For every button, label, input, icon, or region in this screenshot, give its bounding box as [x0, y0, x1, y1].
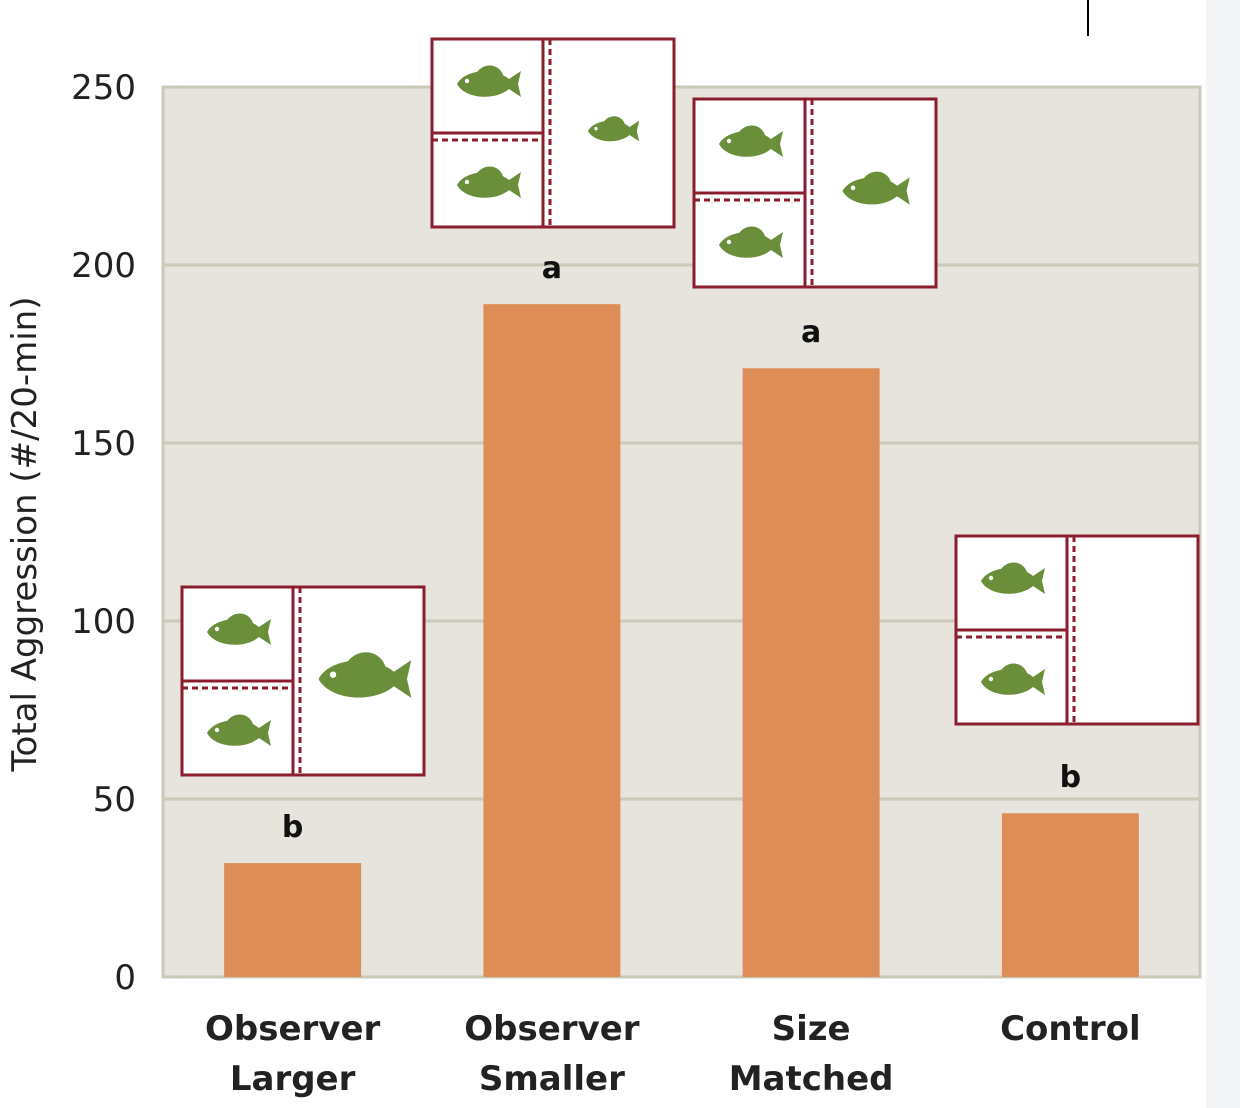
fish-fin: [739, 226, 765, 236]
significance-label: a: [542, 251, 562, 286]
x-tick-label: Smaller: [479, 1059, 625, 1099]
fish-body: [981, 568, 1045, 594]
y-tick-label: 100: [71, 602, 136, 642]
fish-fin: [863, 171, 891, 182]
significance-label: a: [801, 315, 821, 350]
fish-eye: [464, 179, 470, 185]
fish-eye: [214, 727, 220, 733]
fish-body: [842, 177, 910, 205]
fish-fin: [1001, 663, 1027, 673]
side-strip: [1206, 0, 1240, 1108]
fish-icon: [318, 652, 412, 698]
x-tick-label: Observer: [464, 1009, 640, 1049]
x-tick-label: Size: [772, 1009, 851, 1049]
inset-control: [954, 534, 1200, 726]
fish-icon: [981, 663, 1045, 695]
fish-eye: [726, 239, 732, 245]
fish-icon: [207, 613, 271, 645]
bar: [224, 863, 362, 977]
fish-eye: [594, 126, 598, 131]
fish-eye: [214, 626, 220, 632]
y-tick-label: 250: [71, 68, 136, 108]
bar: [742, 368, 880, 977]
fish-eye: [850, 185, 856, 191]
bars: [224, 304, 1139, 977]
y-tick-label: 150: [71, 424, 136, 464]
x-axis-labels: Observer Larger Observer Smaller Size Matched…: [205, 1009, 1141, 1099]
fish-fin: [347, 652, 386, 666]
fish-body: [719, 232, 783, 258]
x-tick-label: Larger: [230, 1059, 356, 1099]
fish-eye: [464, 78, 470, 84]
fish-body: [981, 669, 1045, 695]
significance-label: b: [1060, 760, 1081, 795]
fish-body: [719, 131, 783, 157]
fish-icon: [207, 714, 271, 746]
y-axis-ticks: 0 50 100 150 200 250: [71, 68, 136, 998]
x-tick-label: Observer: [205, 1009, 381, 1049]
fish-fin: [1001, 562, 1027, 572]
significance-label: b: [282, 810, 303, 845]
x-tick-label: Matched: [729, 1059, 894, 1099]
condition-insets: [180, 37, 1200, 777]
fish-icon: [457, 65, 521, 97]
fish-eye: [726, 138, 732, 144]
x-tick-label: Control: [1000, 1009, 1141, 1049]
fish-eye: [988, 575, 994, 581]
fish-fin: [227, 613, 253, 623]
inset-observer-smaller: [430, 37, 676, 229]
fish-icon: [719, 226, 783, 258]
y-tick-label: 50: [93, 780, 136, 820]
fish-icon: [457, 166, 521, 198]
bar: [483, 304, 621, 977]
fish-fin: [604, 116, 625, 124]
fish-fin: [477, 166, 503, 176]
fish-fin: [739, 125, 765, 135]
fish-fin: [477, 65, 503, 75]
fish-body: [207, 720, 271, 746]
bar: [1001, 813, 1139, 977]
fish-fin: [227, 714, 253, 724]
fish-icon: [588, 116, 640, 142]
fish-body: [588, 120, 640, 142]
fish-eye: [988, 676, 994, 682]
y-tick-label: 200: [71, 246, 136, 286]
inset-size-matched: [692, 97, 938, 289]
fish-body: [318, 660, 412, 698]
fish-icon: [842, 171, 910, 205]
fish-body: [457, 172, 521, 198]
fish-body: [457, 71, 521, 97]
fish-icon: [981, 562, 1045, 594]
inset-observer-larger: [180, 585, 426, 777]
fish-eye: [329, 671, 337, 678]
significance-labels: b a a b: [282, 251, 1081, 845]
fish-body: [207, 619, 271, 645]
y-axis-label: Total Aggression (#/20-min): [5, 297, 45, 773]
y-tick-label: 0: [114, 958, 136, 998]
fish-icon: [719, 125, 783, 157]
